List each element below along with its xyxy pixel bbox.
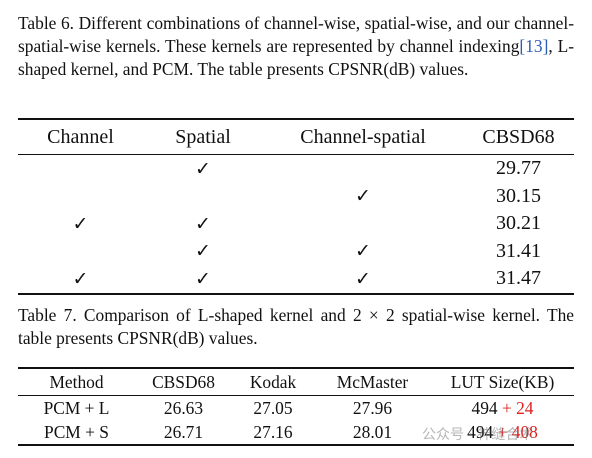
lut-extra: + 408 [497, 421, 538, 442]
table-row: ✓ 29.77 [18, 155, 574, 183]
table6-caption-text-end: , L-shaped kernel, and PCM. The table pr… [18, 36, 574, 80]
table7-header-row: Method CBSD68 Kodak McMaster LUT Size(KB… [18, 368, 574, 396]
cell-cbsd68: 31.41 [496, 239, 541, 262]
cell-channel-spatial: ✓ [355, 240, 371, 263]
table7-caption: Table 7. Comparison of L-shaped kernel a… [18, 305, 574, 349]
cell-channel [18, 155, 143, 183]
cell-lut-size: 494 + 24 [431, 396, 574, 421]
header-kodak: Kodak [249, 371, 297, 392]
cell-spatial: ✓ [195, 212, 211, 235]
cell-lut-size: 494 + 408 [431, 420, 574, 445]
cell-channel-spatial: ✓ [355, 185, 371, 208]
cell-channel [18, 238, 143, 266]
header-spatial: Spatial [175, 125, 231, 148]
cell-spatial: ✓ [195, 267, 211, 290]
cell-spatial [143, 183, 263, 211]
cell-method: PCM + L [43, 397, 110, 418]
lut-base: 494 [467, 421, 494, 442]
header-channel: Channel [47, 125, 114, 148]
table6: Channel Spatial Channel-spatial CBSD68 ✓… [18, 118, 574, 295]
table6-header-row: Channel Spatial Channel-spatial CBSD68 [18, 119, 574, 155]
header-lut-size: LUT Size(KB) [450, 371, 555, 392]
cell-channel-spatial [263, 210, 463, 238]
cell-kodak: 27.05 [253, 397, 293, 418]
cell-method: PCM + S [44, 421, 109, 442]
cell-channel-spatial: ✓ [355, 267, 371, 290]
watermark: 公众号 · 神缝合术 [422, 427, 534, 443]
cell-mcmaster: 27.96 [352, 397, 393, 418]
cell-cbsd68: 29.77 [496, 157, 541, 180]
table-row: ✓ 30.15 [18, 183, 574, 211]
cell-kodak: 27.16 [253, 421, 293, 442]
cell-channel-spatial [263, 155, 463, 183]
cell-cbsd68: 26.71 [163, 421, 204, 442]
cell-cbsd68: 30.15 [496, 184, 541, 207]
table-row: PCM + L 26.63 27.05 27.96 494 + 24 [18, 396, 574, 421]
header-cbsd68: CBSD68 [152, 371, 215, 392]
table6-caption: Table 6. Different combinations of chann… [18, 12, 574, 82]
lut-base: 494 [471, 397, 498, 418]
cell-channel: ✓ [72, 267, 89, 290]
cell-spatial: ✓ [195, 157, 211, 180]
table-row: ✓ ✓ ✓ 31.47 [18, 265, 574, 294]
table-row: ✓ ✓ 31.41 [18, 238, 574, 266]
citation-link[interactable]: [13] [519, 36, 549, 57]
header-mcmaster: McMaster [336, 371, 409, 392]
table-row: ✓ ✓ 30.21 [18, 210, 574, 238]
table6-caption-text: Table 6. Different combinations of chann… [18, 13, 574, 57]
table7: Method CBSD68 Kodak McMaster LUT Size(KB… [18, 367, 574, 446]
cell-cbsd68: 26.63 [163, 397, 204, 418]
lut-extra: + 24 [501, 397, 534, 418]
cell-channel [18, 183, 143, 211]
cell-spatial: ✓ [195, 240, 211, 263]
header-cbsd68: CBSD68 [482, 125, 555, 148]
cell-channel: ✓ [72, 212, 89, 235]
header-method: Method [49, 371, 104, 392]
cell-cbsd68: 30.21 [496, 212, 541, 235]
cell-cbsd68: 31.47 [496, 267, 541, 290]
cell-mcmaster: 28.01 [352, 421, 393, 442]
table-row: PCM + S 26.71 27.16 28.01 494 + 408 [18, 420, 574, 445]
header-channel-spatial: Channel-spatial [300, 125, 426, 148]
